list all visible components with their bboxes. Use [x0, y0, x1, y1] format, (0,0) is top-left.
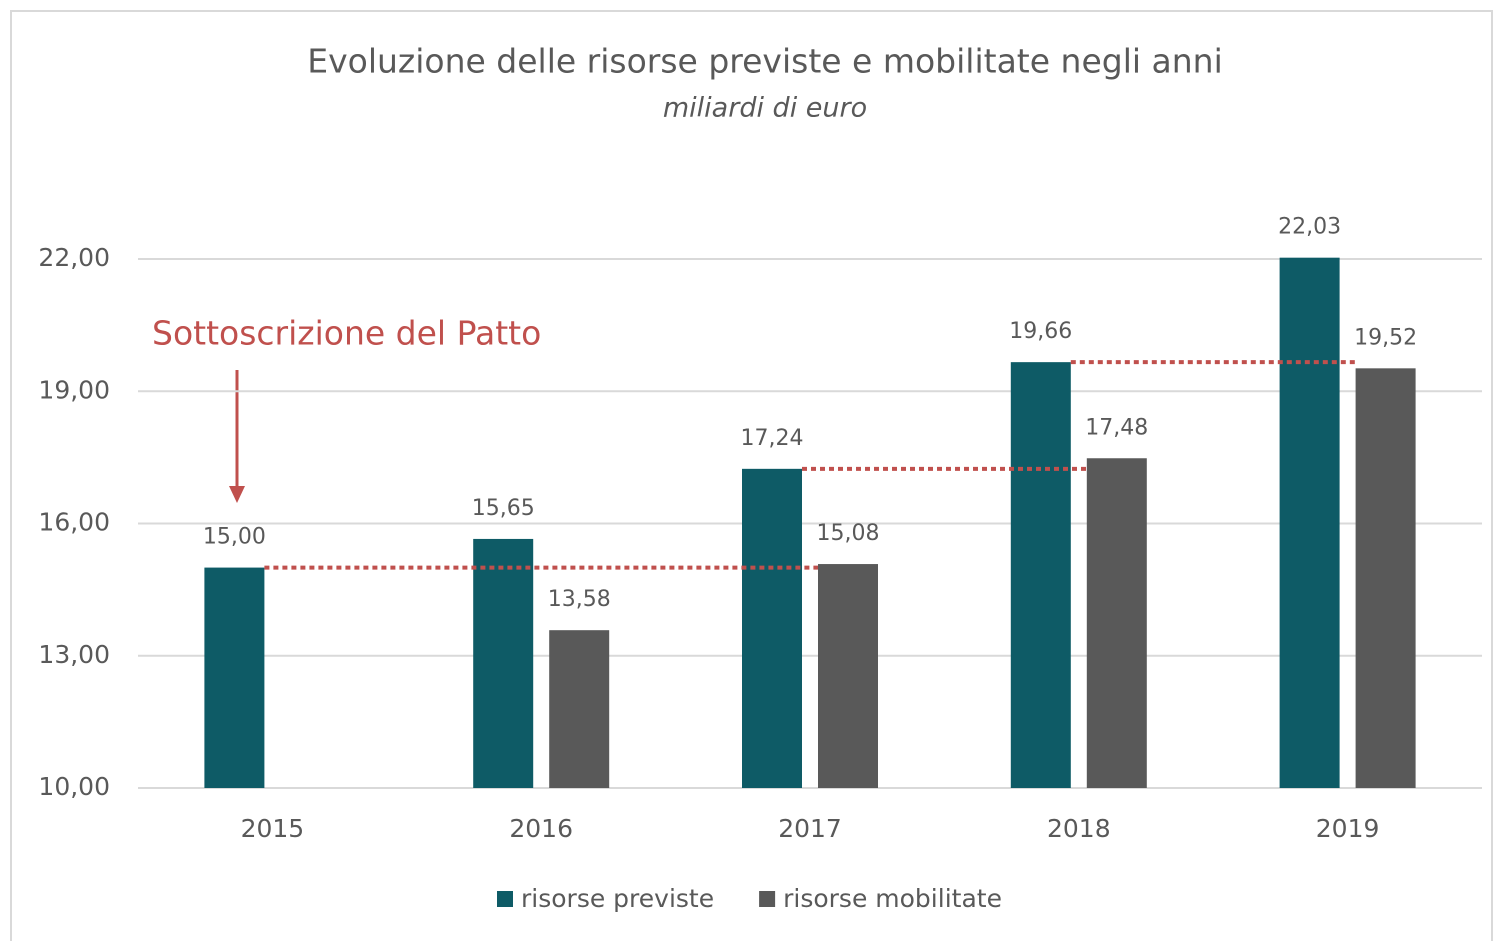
- bar: [549, 630, 610, 788]
- legend-swatch: [497, 891, 513, 907]
- x-tick-label: 2016: [509, 814, 573, 843]
- legend-label: risorse mobilitate: [783, 884, 1002, 913]
- bar: [1086, 458, 1147, 788]
- x-tick-label: 2017: [778, 814, 842, 843]
- bar: [204, 567, 265, 788]
- value-label: 15,00: [203, 525, 266, 550]
- value-label: 15,08: [817, 521, 880, 546]
- bar: [1355, 368, 1416, 788]
- chart-title: Evoluzione delle risorse previste e mobi…: [307, 42, 1223, 81]
- legend-swatch: [759, 891, 776, 907]
- bar: [742, 468, 802, 788]
- value-label: 22,03: [1278, 215, 1341, 240]
- legend-label: risorse previste: [521, 884, 714, 913]
- x-tick-label: 2018: [1047, 814, 1111, 843]
- value-label: 19,52: [1354, 325, 1417, 350]
- value-label: 17,24: [741, 426, 804, 451]
- bar: [818, 564, 878, 788]
- bar: [1010, 362, 1071, 788]
- y-tick-label: 22,00: [38, 243, 110, 272]
- chart-subtitle: miliardi di euro: [663, 93, 867, 124]
- x-tick-label: 2019: [1316, 814, 1380, 843]
- x-tick-label: 2015: [241, 814, 305, 843]
- annotation: Sottoscrizione del Patto: [152, 314, 541, 353]
- bar: [1279, 257, 1340, 788]
- y-tick-label: 10,00: [38, 772, 110, 801]
- annotation-arrowhead: [229, 486, 245, 503]
- value-label: 13,58: [548, 587, 611, 612]
- y-tick-label: 16,00: [38, 508, 110, 537]
- value-label: 19,66: [1009, 319, 1072, 344]
- y-tick-label: 13,00: [38, 640, 110, 669]
- value-label: 17,48: [1085, 415, 1148, 440]
- bar: [473, 538, 534, 788]
- y-tick-label: 19,00: [38, 375, 110, 404]
- value-label: 15,65: [472, 496, 535, 521]
